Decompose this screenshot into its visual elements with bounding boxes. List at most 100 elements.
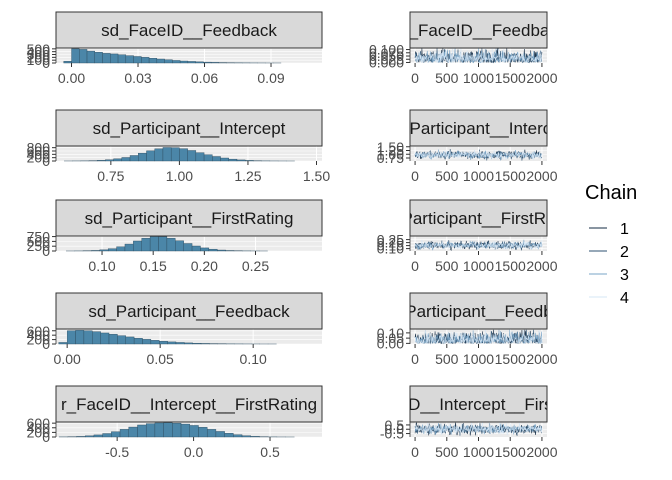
histogram-bar: [236, 159, 246, 162]
y-tick-label: 0.10: [377, 325, 404, 341]
histogram-bar: [107, 248, 117, 252]
y-tick-label: 0.000: [369, 54, 404, 70]
histogram-bar: [149, 236, 159, 252]
x-tick-label: 0.03: [124, 70, 151, 86]
strip-background: [409, 199, 548, 237]
strip-clip-group: sd_Participant__Intercept: [410, 119, 547, 138]
y-tick-label: 600: [27, 143, 51, 159]
histogram-bar: [245, 160, 254, 162]
histogram-bar: [117, 54, 127, 64]
x-tick-label: 0.10: [88, 258, 115, 274]
histogram-bar: [105, 159, 114, 162]
x-tick-label: 500: [435, 258, 459, 274]
y-tick-label: 400: [27, 327, 51, 343]
histogram-bar: [150, 340, 160, 345]
histogram-bar: [187, 61, 196, 64]
histogram-bar: [187, 150, 197, 162]
histogram-bar: [241, 435, 251, 438]
histogram-bar: [175, 240, 184, 252]
trace-line-chain-3: [414, 48, 543, 64]
histogram-bar: [129, 155, 139, 162]
histogram-bar: [142, 339, 152, 345]
x-tick-label: 1500: [495, 258, 526, 274]
y-tick-label: 600: [27, 415, 51, 431]
histogram-bar: [102, 433, 112, 438]
histogram-bar: [133, 56, 142, 64]
histogram-bar: [217, 249, 226, 252]
legend-label-chain-1: 1: [620, 221, 629, 238]
histogram-bar: [124, 243, 134, 252]
x-tick-label: 500: [435, 444, 459, 460]
histogram-bar: [121, 157, 131, 162]
y-tick-label: 0.10: [377, 241, 404, 257]
histogram-bar: [162, 147, 172, 162]
x-tick-label: 0.0: [184, 444, 204, 460]
histogram-bar: [189, 425, 199, 438]
histogram-bar: [71, 48, 80, 64]
strip-title: r_FaceID__Intercept__FirstRating: [350, 395, 606, 414]
y-tick-label: 400: [27, 420, 51, 436]
strip-clip-group: sd_FaceID__Feedback: [101, 21, 277, 40]
histogram-bar: [66, 330, 76, 345]
histogram-bar: [133, 338, 143, 345]
strip-title: sd_FaceID__Feedback: [101, 21, 277, 40]
histogram-bar: [206, 429, 217, 438]
trace-line-chain-4: [415, 149, 543, 161]
x-tick-label: 2000: [526, 168, 557, 184]
histogram-bar: [96, 160, 106, 162]
y-tick-label: 1.25: [377, 143, 404, 159]
x-tick-label: 2000: [526, 444, 557, 460]
strip-background: [55, 199, 323, 237]
histogram-bar: [164, 59, 173, 64]
histogram-bar: [137, 424, 147, 438]
y-tick-label: 0.075: [369, 45, 404, 61]
x-tick-label: 0.20: [191, 258, 218, 274]
y-tick-label: 0.100: [369, 42, 404, 58]
y-tick-label: 600: [27, 323, 51, 339]
histogram-bar: [83, 330, 93, 345]
x-tick-label: -0.5: [105, 444, 129, 460]
histogram-bar: [148, 57, 158, 64]
x-tick-label: 0.00: [54, 351, 81, 367]
strip-clip-group: sd_Participant__Intercept: [93, 119, 286, 138]
histogram-bar: [183, 243, 193, 252]
histogram-bar: [172, 422, 182, 438]
trace-line-chain-4: [414, 422, 543, 436]
histogram-bar: [208, 248, 218, 252]
histogram-bar: [125, 55, 134, 64]
y-tick-label: 0.050: [369, 48, 404, 64]
histogram-bar: [92, 331, 101, 345]
y-tick-label: 0.5: [385, 417, 405, 433]
histogram-bar: [154, 422, 164, 438]
histogram-bar: [158, 236, 168, 252]
legend-title: Chain: [585, 182, 637, 204]
y-tick-label: 300: [27, 47, 51, 63]
strip-clip-group: r_FaceID__Intercept__FirstRating: [350, 395, 606, 414]
histogram-bar: [91, 250, 100, 252]
histogram-bar: [58, 342, 68, 345]
histogram-bar: [146, 150, 155, 162]
y-tick-label: 0.20: [377, 235, 404, 251]
y-tick-label: 500: [27, 41, 51, 57]
strip-background: [409, 11, 548, 49]
histogram-bar: [159, 341, 168, 345]
histogram-bar: [86, 50, 95, 64]
trace-line-chain-4: [414, 329, 543, 345]
histogram-bar: [195, 61, 204, 64]
histogram-bar: [203, 154, 213, 162]
histogram-bar: [233, 434, 243, 438]
strip-background: [55, 292, 323, 330]
histogram-bar: [84, 435, 95, 438]
y-tick-label: 200: [27, 49, 51, 65]
histogram-bar: [141, 57, 150, 64]
histogram-bar: [76, 436, 86, 438]
histogram-bar: [125, 336, 135, 345]
y-tick-label: 250: [27, 238, 51, 254]
histogram-bar: [138, 152, 147, 162]
histogram-bar: [198, 427, 208, 438]
strip-title: sd_Participant__Intercept: [93, 119, 286, 138]
strip-clip-group: sd_FaceID__Feedback: [410, 21, 547, 40]
histogram-bar: [192, 343, 202, 345]
